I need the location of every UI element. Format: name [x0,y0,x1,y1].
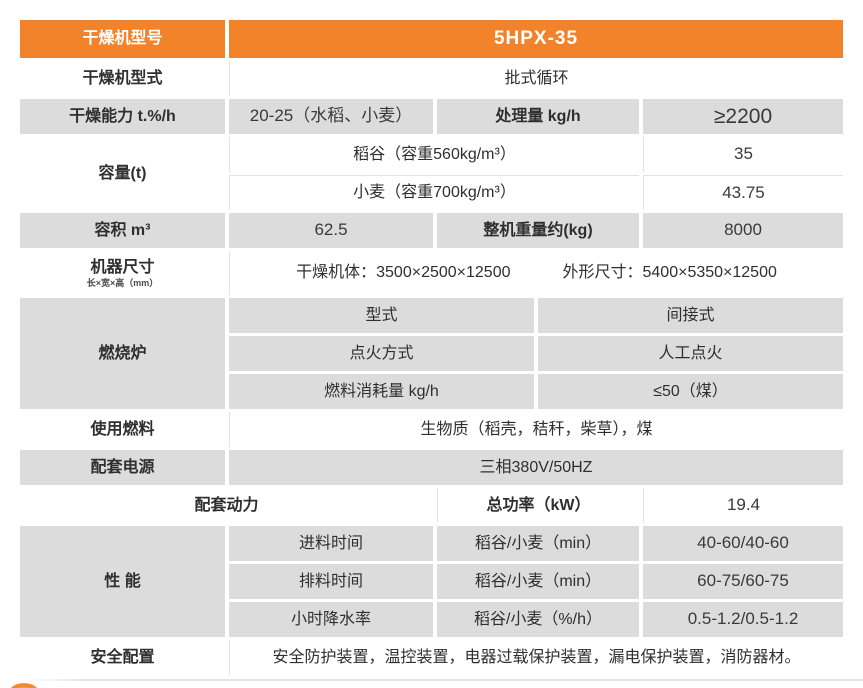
furnace-row: 燃烧炉 型式 间接式 点火方式 人工点火 燃料消耗量 kg/h ≤50（煤） [20,298,843,409]
performance-subrows: 进料时间 稻谷/小麦（min） 40-60/40-60 排料时间 稻谷/小麦（m… [229,526,843,637]
furnace-type-value: 间接式 [538,298,843,333]
discharge-time-value: 60-75/60-75 [643,564,843,599]
power-supply-value: 三相380V/50HZ [229,450,843,485]
fuel-value: 生物质（稻壳，秸秆，柴草），煤 [229,412,843,447]
furnace-consumption-value: ≤50（煤） [538,374,843,409]
feed-time-value: 40-60/40-60 [643,526,843,561]
furnace-label: 燃烧炉 [20,298,225,409]
throughput-label: 处理量 kg/h [437,99,639,134]
dimensions-body-value: 干燥机体：3500×2500×12500 [296,264,511,282]
capability-label: 干燥能力 t.%/h [20,99,225,134]
safety-value: 安全防护装置，温控装置，电器过载保护装置，漏电保护装置，消防器材。 [229,640,843,675]
model-label: 干燥机型号 [20,20,225,58]
capacity-label: 容量(t) [98,164,147,182]
furnace-ignition-name: 点火方式 [229,336,534,371]
weight-value: 8000 [643,213,843,248]
bottom-left-orange-dot [9,683,39,688]
capacity-wheat-row: 小麦（容重700kg/m³） 43.75 [229,175,843,210]
dimensions-label: 机器尺寸 长×宽×高（mm） [20,251,225,295]
total-power-value: 19.4 [643,488,843,523]
moisture-rate-spec: 稻谷/小麦（%/h） [437,602,639,637]
capacity-wheat-value: 43.75 [643,175,843,210]
feed-time-row: 进料时间 稻谷/小麦（min） 40-60/40-60 [229,526,843,561]
fuel-row: 使用燃料 生物质（稻壳，秸秆，柴草），煤 [20,412,843,447]
dimensions-value: 干燥机体：3500×2500×12500 外形尺寸：5400×5350×1250… [229,251,843,295]
dimensions-label-note: 长×宽×高（mm） [86,277,159,288]
total-power-label: 总功率（kW） [437,488,639,523]
fuel-label: 使用燃料 [90,420,155,438]
moisture-rate-value: 0.5-1.2/0.5-1.2 [643,602,843,637]
power-row: 配套动力 总功率（kW） 19.4 [20,488,843,523]
safety-label: 安全配置 [90,648,155,666]
type-row: 干燥机型式 批式循环 [20,61,843,96]
furnace-ignition-row: 点火方式 人工点火 [229,336,843,371]
capability-value: 20-25（水稻、小麦） [229,99,433,134]
weight-label: 整机重量约(kg) [437,213,639,248]
throughput-value: ≥2200 [643,99,843,134]
type-value: 批式循环 [229,61,843,96]
safety-row: 安全配置 安全防护装置，温控装置，电器过载保护装置，漏电保护装置，消防器材。 [20,640,843,675]
capacity-row: 容量(t) 稻谷（容重560kg/m³） 35 小麦（容重700kg/m³） 4… [20,137,843,210]
performance-label: 性 能 [20,526,225,637]
feed-time-spec: 稻谷/小麦（min） [437,526,639,561]
discharge-time-name: 排料时间 [229,564,433,599]
moisture-rate-row: 小时降水率 稻谷/小麦（%/h） 0.5-1.2/0.5-1.2 [229,602,843,637]
discharge-time-spec: 稻谷/小麦（min） [437,564,639,599]
capacity-wheat-name: 小麦（容重700kg/m³） [229,175,639,210]
furnace-consumption-row: 燃料消耗量 kg/h ≤50（煤） [229,374,843,409]
feed-time-name: 进料时间 [229,526,433,561]
furnace-consumption-name: 燃料消耗量 kg/h [229,374,534,409]
capacity-rice-value: 35 [643,137,843,172]
volume-row: 容积 m³ 62.5 整机重量约(kg) 8000 [20,213,843,248]
dimensions-outline-value: 外形尺寸：5400×5350×12500 [562,264,777,282]
power-supply-label: 配套电源 [20,450,225,485]
capacity-subrows: 稻谷（容重560kg/m³） 35 小麦（容重700kg/m³） 43.75 [229,137,843,210]
power-label: 配套动力 [194,496,259,514]
discharge-time-row: 排料时间 稻谷/小麦（min） 60-75/60-75 [229,564,843,599]
dimensions-row: 机器尺寸 长×宽×高（mm） 干燥机体：3500×2500×12500 外形尺寸… [20,251,843,295]
moisture-rate-name: 小时降水率 [229,602,433,637]
model-value: 5HPX-35 [229,20,843,58]
capability-row: 干燥能力 t.%/h 20-25（水稻、小麦） 处理量 kg/h ≥2200 [20,99,843,134]
furnace-ignition-value: 人工点火 [538,336,843,371]
dimensions-label-title: 机器尺寸 [90,258,155,276]
volume-value: 62.5 [229,213,433,248]
furnace-subrows: 型式 间接式 点火方式 人工点火 燃料消耗量 kg/h ≤50（煤） [229,298,843,409]
power-supply-row: 配套电源 三相380V/50HZ [20,450,843,485]
capacity-rice-row: 稻谷（容重560kg/m³） 35 [229,137,843,172]
type-label: 干燥机型式 [82,69,163,87]
performance-row: 性 能 进料时间 稻谷/小麦（min） 40-60/40-60 排料时间 稻谷/… [20,526,843,637]
bottom-divider-line [22,679,863,681]
furnace-type-name: 型式 [229,298,534,333]
volume-label: 容积 m³ [20,213,225,248]
furnace-type-row: 型式 间接式 [229,298,843,333]
capacity-rice-name: 稻谷（容重560kg/m³） [229,137,639,172]
model-row: 干燥机型号 5HPX-35 [20,20,843,58]
dryer-spec-table: 干燥机型号 5HPX-35 干燥机型式 批式循环 干燥能力 t.%/h 20-2… [20,20,843,675]
